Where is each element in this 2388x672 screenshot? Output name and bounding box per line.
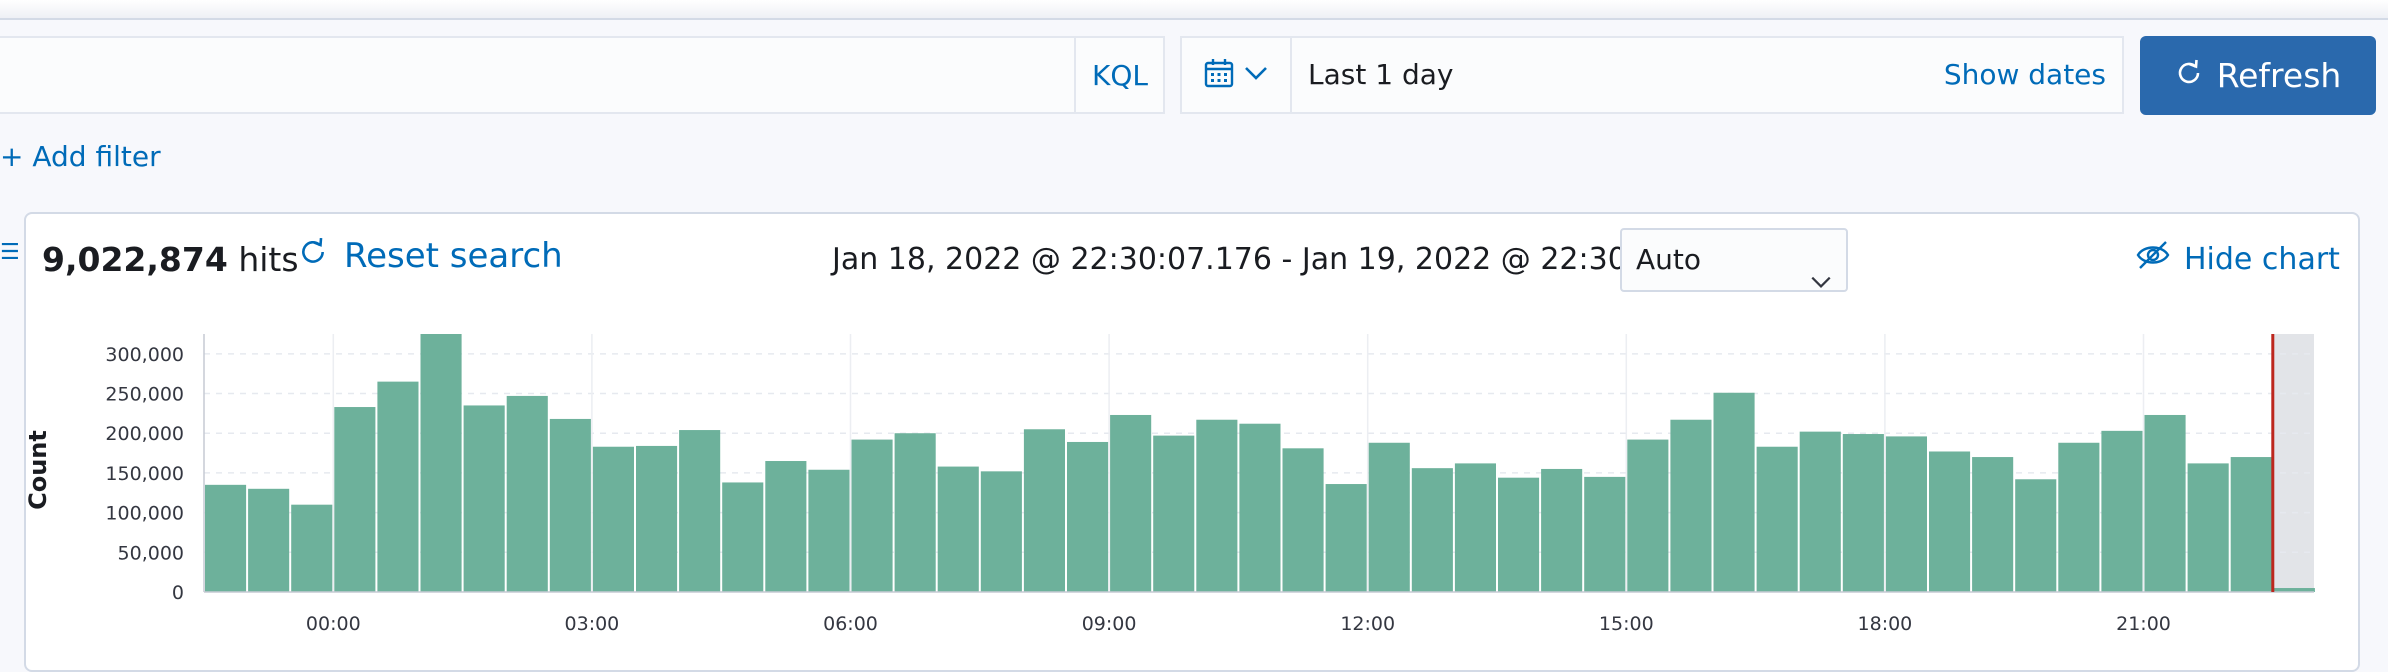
histogram-bar [1799, 431, 1841, 592]
histogram-bar [2273, 588, 2315, 592]
eye-closed-icon [2136, 240, 2170, 278]
histogram-bar [248, 488, 290, 592]
histogram-bar [1023, 429, 1065, 592]
histogram-bar [1541, 468, 1583, 592]
time-range-text: Jan 18, 2022 @ 22:30:07.176 - Jan 19, 20… [832, 242, 1742, 277]
y-tick-label: 200,000 [105, 423, 184, 445]
histogram-bar [2144, 414, 2186, 592]
histogram-bar [2187, 463, 2229, 592]
histogram-bar [377, 381, 419, 592]
chevron-down-icon [1244, 65, 1268, 85]
partial-bucket-shade [2272, 334, 2314, 592]
search-input[interactable] [0, 36, 1165, 114]
histogram-bar [1067, 441, 1109, 592]
x-tick-label: 15:00 [1599, 613, 1654, 635]
reset-search-button[interactable]: Reset search [298, 236, 563, 276]
histogram-bar [894, 433, 936, 592]
histogram-bar [808, 469, 850, 592]
calendar-icon [1204, 58, 1234, 92]
histogram-bar [851, 439, 893, 592]
x-tick-label: 00:00 [306, 613, 361, 635]
date-picker: Last 1 day Show dates [1180, 36, 2124, 114]
y-tick-label: 100,000 [105, 503, 184, 525]
y-tick-label: 150,000 [105, 463, 184, 485]
histogram-bar [1584, 476, 1626, 592]
sidebar-toggle-icon[interactable]: ☰ [0, 240, 20, 265]
histogram-bar [291, 504, 333, 592]
histogram-bar [334, 407, 376, 592]
histogram-bar [463, 405, 505, 592]
histogram-bar [205, 484, 247, 592]
histogram-bar [506, 395, 548, 592]
histogram-bar [1627, 439, 1669, 592]
histogram-bar [1713, 392, 1755, 592]
histogram-bar [765, 461, 807, 592]
refresh-icon [2175, 56, 2203, 95]
histogram-bar [1368, 442, 1410, 592]
y-tick-label: 250,000 [105, 384, 184, 406]
y-tick-label: 50,000 [118, 542, 184, 564]
quick-select-button[interactable] [1182, 38, 1292, 112]
hits-word: hits [238, 240, 299, 279]
chevron-down-icon [1810, 250, 1832, 310]
refresh-label: Refresh [2216, 56, 2342, 95]
x-tick-label: 21:00 [2116, 613, 2171, 635]
histogram-bar [1325, 484, 1367, 592]
histogram-bar [1498, 477, 1540, 592]
refresh-button[interactable]: Refresh [2140, 36, 2376, 115]
histogram-bar [2015, 479, 2057, 592]
histogram-bar [1670, 419, 1712, 592]
histogram-bar [1972, 457, 2014, 592]
hits-count: 9,022,874 hits [42, 240, 299, 279]
histogram-bar [1454, 463, 1496, 592]
histogram-bar [636, 445, 678, 592]
histogram-bar [592, 446, 634, 592]
top-border [0, 0, 2388, 20]
histogram-bar [1885, 436, 1927, 592]
hide-chart-label: Hide chart [2184, 241, 2340, 277]
histogram-bar [679, 430, 721, 592]
date-range-label[interactable]: Last 1 day [1308, 58, 1454, 91]
histogram-bar [1239, 423, 1281, 592]
histogram-chart[interactable]: 0 50,000 100,000 150,000 200,000 250,000 300,0… [0, 0, 2388, 654]
add-filter-button[interactable]: + Add filter [0, 140, 161, 173]
histogram-bar [2101, 430, 2143, 592]
x-tick-label: 03:00 [565, 613, 620, 635]
histogram-bar [1756, 446, 1798, 592]
histogram-bar [1153, 435, 1195, 592]
x-tick-label: 06:00 [823, 613, 878, 635]
histogram-bar [1196, 419, 1238, 592]
x-tick-label: 18:00 [1858, 613, 1913, 635]
histogram-bar [420, 334, 462, 592]
kql-language-button[interactable]: KQL [1074, 36, 1164, 114]
y-tick-label: 300,000 [105, 344, 184, 366]
histogram-bar [1842, 434, 1884, 592]
histogram-bar [1411, 468, 1453, 592]
histogram-bar [1929, 451, 1971, 592]
interval-value: Auto [1636, 243, 1702, 276]
histogram-bar [2230, 457, 2272, 592]
histogram-bar [1110, 414, 1152, 592]
y-tick-label: 0 [172, 582, 184, 604]
reset-search-label: Reset search [344, 236, 563, 276]
hits-number: 9,022,874 [42, 240, 228, 279]
hide-chart-button[interactable]: Hide chart [2136, 240, 2340, 278]
histogram-bar [722, 482, 764, 592]
histogram-bar [980, 471, 1022, 592]
histogram-bar [1282, 448, 1324, 592]
histogram-bar [937, 466, 979, 592]
show-dates-link[interactable]: Show dates [1943, 58, 2106, 91]
histogram-bar [549, 418, 591, 592]
x-tick-label: 09:00 [1082, 613, 1137, 635]
interval-select[interactable]: Auto [1620, 228, 1848, 292]
x-tick-label: 12:00 [1340, 613, 1395, 635]
reset-icon [298, 236, 328, 276]
histogram-bar [2058, 442, 2100, 592]
